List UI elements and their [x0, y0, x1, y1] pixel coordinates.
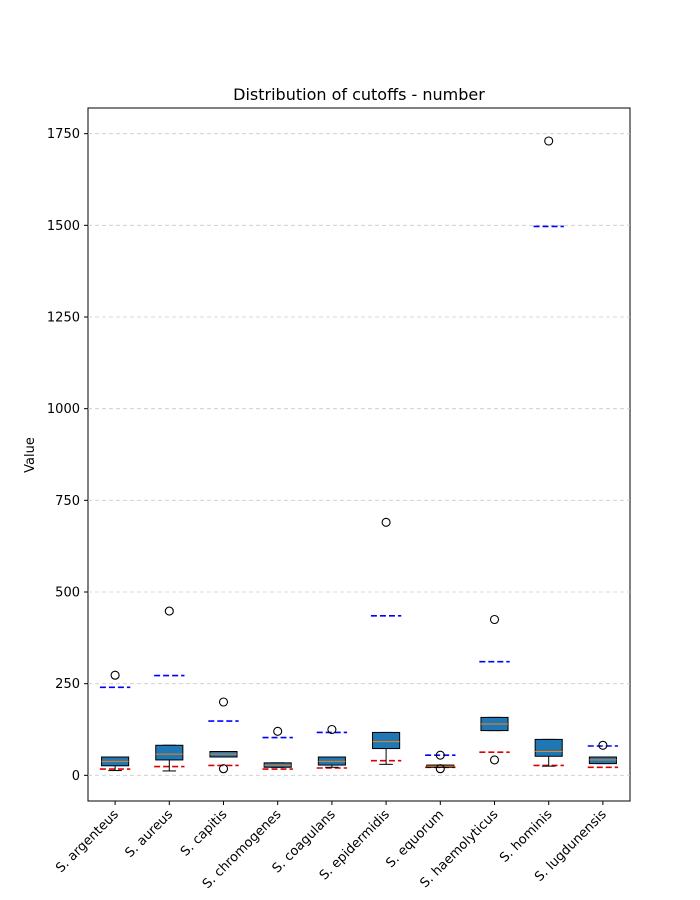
y-tick-label: 1250 — [47, 311, 80, 326]
y-tick-label: 1750 — [47, 127, 80, 142]
boxes-group — [101, 716, 617, 772]
outlier-point — [544, 136, 554, 146]
x-tick-label: S. aureus — [123, 807, 177, 861]
x-tick-label: S. capitis — [178, 807, 230, 859]
box — [372, 731, 401, 750]
outlier-point — [110, 670, 120, 680]
y-tick-label: 750 — [55, 494, 80, 509]
y-tick-label: 0 — [72, 769, 80, 784]
outlier-point — [598, 740, 608, 750]
outlier-point — [489, 614, 500, 625]
gridlines — [88, 133, 630, 776]
outlier-point — [327, 724, 337, 735]
chart-title: Distribution of cutoffs - number — [233, 85, 485, 104]
outlier-point — [164, 606, 174, 616]
x-tick-label: S. argenteus — [53, 807, 122, 876]
reference-lines — [99, 225, 619, 770]
plot-area — [87, 107, 631, 802]
y-tick-label: 1000 — [47, 402, 80, 417]
y-tick-label: 500 — [55, 586, 80, 601]
outlier-point — [218, 764, 229, 774]
outliers-group — [110, 136, 608, 774]
y-axis-label: Value — [23, 437, 38, 473]
outlier-point — [381, 517, 391, 527]
outlier-point — [489, 755, 500, 765]
y-tick-label: 1500 — [47, 219, 80, 234]
outlier-point — [218, 697, 229, 707]
outlier-point — [435, 764, 445, 774]
outlier-point — [435, 750, 445, 760]
box — [534, 738, 563, 757]
y-tick-label: 250 — [55, 677, 80, 692]
y-axis: 0 250 500 750 1000 1250 1500 1750 — [47, 127, 88, 784]
box — [155, 744, 184, 761]
outlier-point — [273, 726, 283, 736]
x-tick-label: S. hominis — [497, 807, 556, 866]
